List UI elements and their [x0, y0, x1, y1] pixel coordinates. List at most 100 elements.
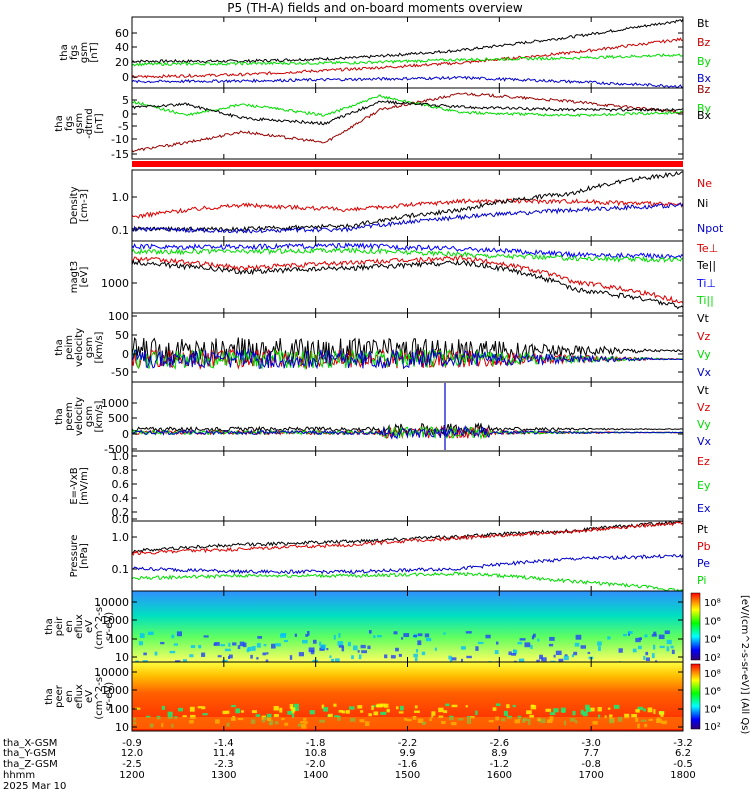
legend-Pb: Pb	[697, 540, 711, 553]
peer-eflux-heatmap-cell	[273, 714, 279, 718]
peir-eflux-colorbar-label: 10⁶	[704, 616, 721, 627]
y-axis-label: [nT]	[94, 113, 105, 133]
time-axis-row-label: tha_Z-GSM	[3, 759, 58, 770]
time-axis-value: 10.8	[305, 748, 327, 759]
peir-eflux-heatmap-cell	[413, 653, 418, 658]
peir-eflux-heatmap-cell	[341, 646, 345, 652]
legend-Pi: Pi	[697, 574, 706, 587]
pressure-frame	[131, 520, 684, 592]
peer-eflux-heatmap-cell	[660, 713, 664, 717]
peer-eflux-heatmap-cell	[585, 708, 591, 712]
peir-eflux-heatmap-cell	[294, 633, 297, 637]
peer-eflux-heatmap-cell	[222, 710, 227, 715]
peir-eflux-heatmap-cell	[539, 654, 543, 660]
peer-eflux-heatmap-cell	[653, 709, 656, 714]
y-axis-label: fgs	[64, 116, 75, 131]
peer-eflux-heatmap-cell	[197, 706, 202, 709]
peem-velocity-frame	[131, 381, 684, 452]
peer-eflux-heatmap-cell	[178, 707, 184, 712]
peer-eflux-colorbar-label: 10⁴	[704, 704, 721, 715]
y-tick-label: 0.6	[112, 478, 130, 491]
peer-eflux-heatmap-cell	[386, 708, 390, 713]
peir-eflux-heatmap-cell	[201, 652, 206, 657]
y-axis-label: sr-eV)	[104, 612, 115, 641]
y-axis-label: gsm	[84, 406, 95, 427]
peir-eflux-heatmap-cell	[329, 655, 332, 659]
peir-eflux-heatmap-cell	[618, 648, 623, 653]
peer-eflux-heatmap-cell	[202, 713, 208, 716]
peir-eflux-heatmap-cell	[448, 655, 452, 660]
peir-eflux-heatmap-cell	[607, 636, 611, 640]
y-axis-label: en	[64, 620, 75, 633]
peir-eflux-heatmap-cell	[573, 651, 578, 656]
peir-eflux-heatmap-cell	[571, 654, 574, 658]
peir-eflux-heatmap-cell	[308, 647, 315, 653]
peer-eflux-heatmap-cell	[492, 707, 497, 711]
peir-eflux-heatmap-cell	[643, 655, 646, 660]
peir-eflux-heatmap-cell	[321, 644, 326, 650]
peir-eflux-heatmap-cell	[532, 633, 536, 638]
y-tick-label: 1000	[101, 277, 129, 290]
peer-eflux-heatmap-cell	[414, 705, 418, 709]
y-axis-label: tha	[54, 408, 65, 424]
peer-eflux-heatmap-cell	[635, 709, 640, 713]
series-peem-velocity-Vt	[131, 422, 684, 436]
peir-eflux-heatmap-cell	[373, 635, 376, 639]
peir-eflux-heatmap-cell	[358, 654, 362, 660]
y-axis-label: (cm^2-s-	[94, 673, 105, 720]
peir-eflux-heatmap-cell	[666, 639, 672, 645]
peir-eflux-heatmap-cell	[638, 645, 642, 650]
peir-eflux-heatmap-cell	[274, 643, 281, 647]
peir-eflux-heatmap-cell	[460, 646, 466, 650]
y-tick-label: 1.0	[112, 450, 130, 463]
peir-eflux-heatmap-cell	[334, 658, 340, 662]
peir-eflux-heatmap-cell	[393, 631, 398, 635]
peir-eflux-heatmap-cell	[518, 658, 525, 663]
y-axis-label: (cm^2-s-	[94, 603, 105, 650]
series-density-Ni	[131, 170, 684, 233]
peer-eflux-heatmap-cell	[506, 704, 510, 709]
peir-eflux-heatmap-cell	[242, 642, 247, 648]
y-tick-label: 0.2	[112, 506, 130, 519]
peir-eflux-heatmap-cell	[395, 647, 399, 652]
y-axis-label: eflux	[74, 614, 85, 639]
peer-eflux-heatmap-cell	[561, 710, 565, 713]
legend-Te⊥: Te⊥	[696, 242, 718, 255]
peir-eflux-heatmap-cell	[477, 641, 484, 645]
peir-eflux-heatmap-cell	[246, 648, 250, 653]
peir-eflux-heatmap	[132, 591, 683, 662]
peir-eflux-heatmap-cell	[302, 639, 308, 644]
peir-eflux-heatmap-cell	[513, 649, 516, 652]
peir-eflux-heatmap-cell	[519, 638, 526, 641]
peer-eflux-heatmap-cell	[161, 705, 165, 710]
y-axis-label: magt3	[69, 261, 80, 294]
peer-eflux-heatmap-cell	[431, 711, 436, 716]
peir-eflux-heatmap-cell	[587, 651, 591, 654]
legend-Pe: Pe	[697, 557, 710, 570]
peir-eflux-heatmap-cell	[214, 642, 220, 646]
y-tick-label: 0	[122, 108, 129, 121]
peer-eflux-colorbar-label: 10²	[704, 722, 721, 733]
time-axis-value: 1200	[119, 770, 144, 781]
peir-eflux-heatmap-cell	[645, 657, 651, 662]
y-tick-label: 100	[108, 310, 129, 323]
time-axis-value: -1.2	[490, 759, 510, 770]
y-tick-label: 50	[115, 329, 129, 342]
peer-eflux-heatmap-cell	[643, 708, 646, 712]
peer-eflux-heatmap-cell	[328, 713, 333, 717]
series-moms-temp-Te||	[131, 259, 684, 310]
peir-eflux-heatmap-cell	[138, 641, 143, 646]
peer-eflux-heatmap-cell	[360, 710, 364, 713]
peir-eflux-heatmap-cell	[632, 648, 637, 653]
peer-eflux-heatmap-cell	[475, 710, 478, 716]
y-tick-label: -500	[104, 443, 129, 456]
peir-eflux-heatmap-cell	[671, 649, 675, 655]
peir-eflux-heatmap-cell	[623, 633, 627, 637]
series-pressure-Pe	[131, 553, 684, 575]
peir-eflux-heatmap-cell	[169, 650, 176, 654]
time-axis-value: 1300	[211, 770, 236, 781]
peer-eflux-heatmap-band	[132, 717, 683, 729]
time-axis-value: -2.3	[214, 759, 234, 770]
time-axis-value: -2.6	[490, 738, 510, 749]
y-tick-label: 0.1	[112, 224, 130, 237]
